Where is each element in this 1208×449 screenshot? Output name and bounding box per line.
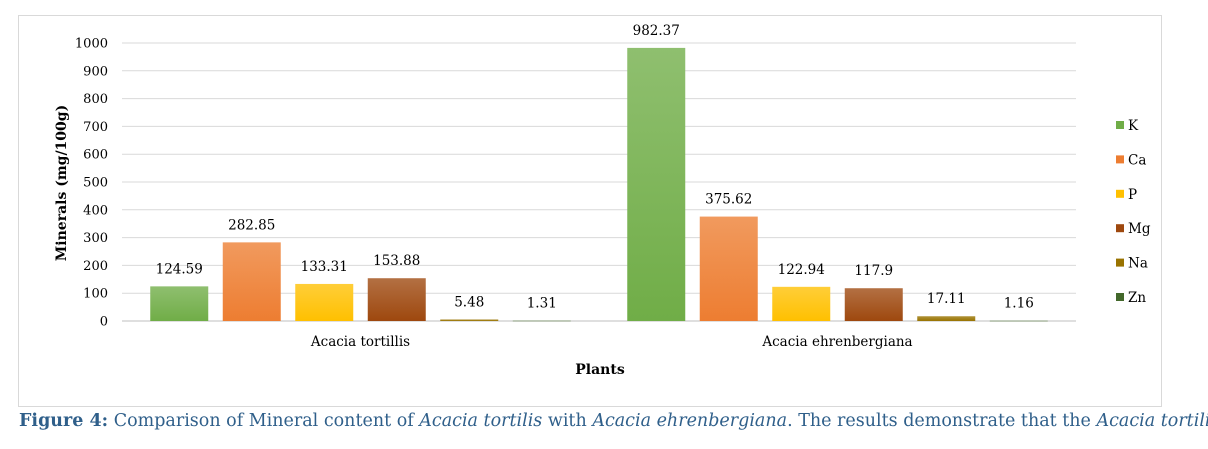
data-label: 17.11 xyxy=(927,291,966,307)
y-tick-label: 200 xyxy=(83,259,108,274)
data-label: 124.59 xyxy=(156,261,203,277)
bar-zn xyxy=(512,320,571,322)
bar-ca xyxy=(222,242,281,321)
data-label: 282.85 xyxy=(228,217,275,233)
y-tick-label: 600 xyxy=(83,148,108,163)
x-axis-categories: Acacia tortillis Acacia ehrenbergiana xyxy=(310,334,913,350)
y-tick-label: 500 xyxy=(83,176,108,191)
bar-chart: 0 100 200 300 400 500 600 700 800 900 1000 124.59 2… xyxy=(54,23,1151,378)
legend-label: Mg xyxy=(1128,221,1151,237)
legend-label: K xyxy=(1128,118,1139,134)
y-tick-label: 300 xyxy=(83,231,108,246)
bar-p xyxy=(295,283,354,321)
data-label: 375.62 xyxy=(705,192,752,208)
y-tick-label: 900 xyxy=(83,64,108,79)
y-tick-label: 0 xyxy=(100,315,108,330)
data-label: 5.48 xyxy=(454,294,484,310)
y-axis-label: Minerals (mg/100g) xyxy=(54,105,70,261)
y-tick-label: 1000 xyxy=(75,37,108,52)
bar-mg xyxy=(844,288,903,321)
legend-swatch xyxy=(1116,258,1124,267)
caption-species: Acacia tortilis xyxy=(1096,411,1208,431)
legend-label: P xyxy=(1128,187,1137,203)
data-label: 1.16 xyxy=(1004,296,1034,312)
legend: K Ca P Mg Na Zn xyxy=(1116,118,1151,306)
legend-label: Zn xyxy=(1128,290,1146,306)
chart-frame xyxy=(18,15,1162,407)
data-label: 153.88 xyxy=(373,253,420,269)
bar-zn xyxy=(989,320,1048,322)
x-axis-label: Plants xyxy=(575,362,625,378)
caption-text: . The results demonstrate that the xyxy=(787,411,1097,431)
legend-swatch xyxy=(1116,224,1124,233)
bars xyxy=(150,47,1048,322)
caption-species: Acacia tortilis xyxy=(419,411,543,431)
data-label: 122.94 xyxy=(778,262,825,278)
figure-label: Figure 4: xyxy=(19,411,109,431)
y-tick-label: 800 xyxy=(83,92,108,107)
bar-na xyxy=(917,316,976,321)
bar-k xyxy=(627,47,686,322)
y-axis-ticks: 0 100 200 300 400 500 600 700 800 900 1000 xyxy=(75,37,108,330)
y-tick-label: 700 xyxy=(83,120,108,135)
bar-ca xyxy=(699,216,758,321)
bar-p xyxy=(772,286,831,321)
gridlines xyxy=(122,42,1076,322)
bar-mg xyxy=(367,278,426,321)
data-label: 133.31 xyxy=(301,259,348,275)
legend-label: Na xyxy=(1128,256,1148,272)
figure-caption: Figure 4: Comparison of Mineral content … xyxy=(19,411,1208,431)
data-labels: 124.59 282.85 133.31 153.88 5.48 1.31 982.37 37… xyxy=(156,23,1034,312)
x-category-label: Acacia ehrenbergiana xyxy=(761,334,912,350)
legend-label: Ca xyxy=(1128,152,1146,168)
legend-swatch xyxy=(1116,155,1124,164)
bar-k xyxy=(150,286,209,321)
y-tick-label: 400 xyxy=(83,203,108,218)
caption-text: with xyxy=(542,411,593,431)
bar-na xyxy=(440,319,499,321)
y-tick-label: 100 xyxy=(83,287,108,302)
legend-swatch xyxy=(1116,121,1124,129)
caption-text: Comparison of Mineral content of xyxy=(108,411,420,431)
legend-swatch xyxy=(1116,293,1124,301)
data-label: 982.37 xyxy=(633,23,680,39)
legend-swatch xyxy=(1116,189,1124,198)
data-label: 117.9 xyxy=(854,263,893,279)
caption-species: Acacia ehrenbergiana xyxy=(592,411,788,431)
x-category-label: Acacia tortillis xyxy=(310,334,410,350)
data-label: 1.31 xyxy=(527,296,557,312)
